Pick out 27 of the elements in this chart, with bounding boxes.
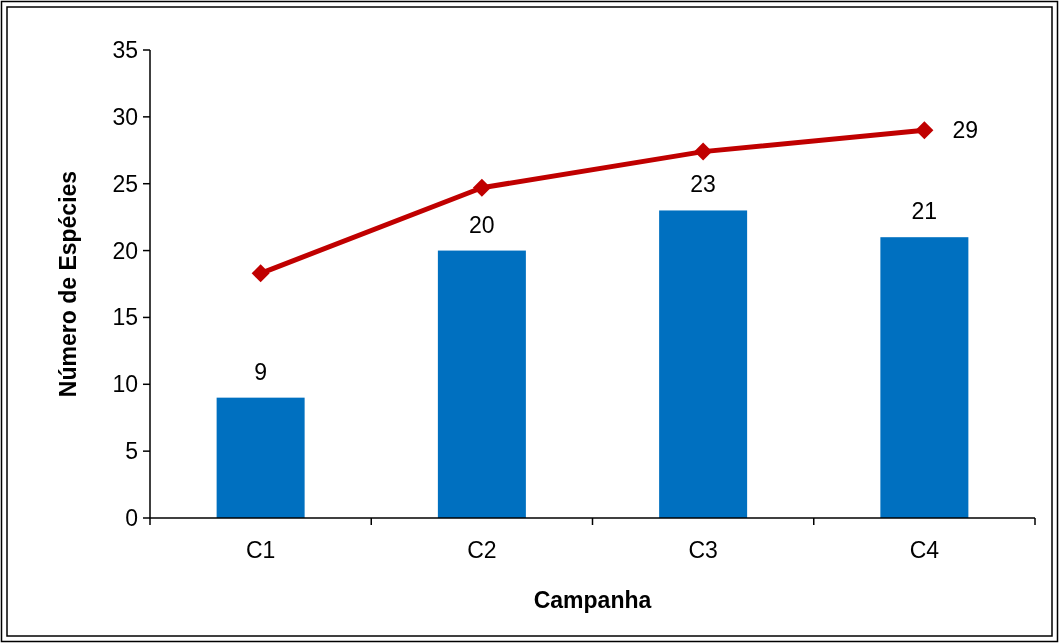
data-label: 21 [911,198,938,225]
y-tick-label: 15 [112,304,138,331]
x-tick-label: C4 [909,537,940,563]
x-tick-label: C2 [467,537,497,563]
x-tick-label: C3 [688,537,718,563]
x-axis-title: Campanha [533,587,652,613]
point [251,264,270,283]
x-tick-label: C1 [245,537,276,563]
data-label: 9 [254,358,268,385]
bar [216,397,305,518]
point [694,142,713,161]
y-tick-label: 30 [112,103,138,130]
y-tick-label: 0 [125,505,138,531]
data-label: 23 [690,171,716,198]
data-label: 29 [952,117,978,144]
y-tick-label: 5 [125,438,138,465]
y-tick-label: 35 [112,37,138,63]
bar [880,237,969,518]
y-tick-label: 20 [112,237,138,264]
bar [659,210,748,518]
bar [437,250,526,518]
point [915,121,934,140]
point [472,178,491,197]
y-tick-label: 10 [112,371,138,398]
y-tick-label: 25 [112,170,138,197]
data-label: 20 [469,211,495,238]
y-axis-title: Número de Espécies [55,170,81,398]
